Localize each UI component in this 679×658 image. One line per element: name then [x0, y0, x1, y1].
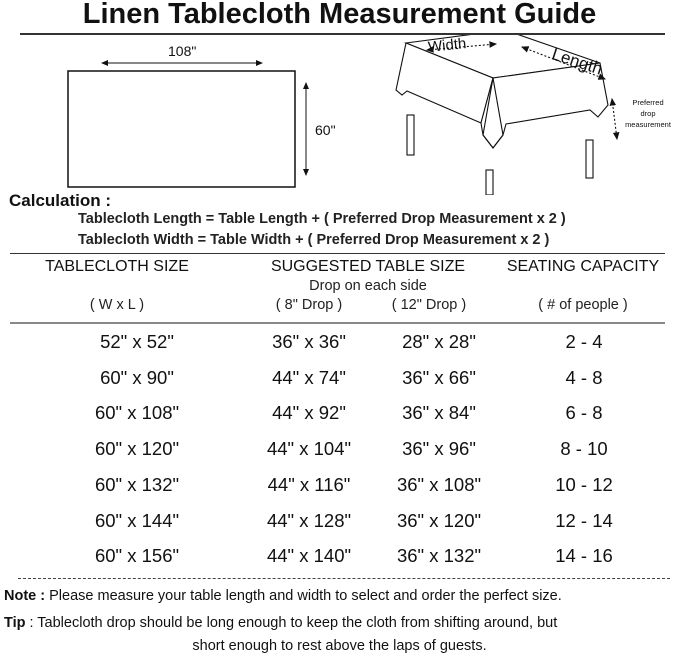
drop-label-line: drop — [640, 109, 656, 118]
subheader-wxl: ( W x L ) — [89, 297, 145, 313]
drop-measurement-label: Preferred drop measurement — [620, 97, 676, 130]
seating-cell: 6 - 8 — [565, 402, 603, 424]
table-size-8-drop-cell: 44" x 104" — [266, 438, 352, 460]
table-size-8-drop-cell: 44" x 74" — [272, 366, 346, 388]
seating-cell: 8 - 10 — [560, 438, 608, 460]
divider — [20, 33, 665, 35]
seating-cell: 14 - 16 — [555, 545, 613, 567]
header-tablecloth-size: TABLECLOTH SIZE — [45, 258, 189, 275]
width-formula: Tablecloth Width = Table Width + ( Prefe… — [78, 232, 550, 248]
table-size-12-drop-cell: 36" x 84" — [402, 402, 476, 424]
table-size-8-drop-cell: 36" x 36" — [272, 331, 346, 352]
measurement-diagram — [67, 35, 620, 195]
seating-cell: 10 - 12 — [555, 473, 613, 495]
tip-label: Tip — [4, 615, 26, 631]
dashed-divider — [18, 578, 670, 579]
page-title: Linen Tablecloth Measurement Guide — [82, 0, 597, 30]
drop-dotted-arrow — [609, 97, 620, 141]
tip-text-continued: short enough to rest above the laps of g… — [192, 638, 487, 654]
table-size-8-drop-cell: 44" x 128" — [266, 509, 352, 531]
tablecloth-size-cell: 60" x 156" — [94, 545, 180, 567]
drop-label-line: Preferred — [632, 98, 664, 107]
tablecloth-size-cell: 60" x 108" — [94, 402, 180, 424]
tablecloth-size-cell: 60" x 120" — [94, 438, 180, 460]
table-size-8-drop-cell: 44" x 116" — [267, 473, 351, 495]
tablecloth-rectangle-diagram — [67, 60, 309, 188]
table-illustration — [395, 35, 620, 195]
divider — [10, 253, 665, 254]
drop-label-line: measurement — [625, 120, 671, 129]
note-text: Note : Please measure your table length … — [4, 588, 562, 604]
table-size-12-drop-cell: 36" x 66" — [402, 366, 476, 388]
tablecloth-size-cell: 52" x 52" — [100, 331, 174, 352]
header-seating: SEATING CAPACITY — [506, 258, 660, 275]
note-body: Please measure your table length and wid… — [45, 588, 562, 604]
table-size-12-drop-cell: 36" x 96" — [402, 438, 476, 460]
table-size-12-drop-cell: 28" x 28" — [402, 331, 476, 352]
tablecloth-size-cell: 60" x 90" — [100, 366, 174, 388]
table-size-12-drop-cell: 36" x 108" — [396, 473, 482, 495]
tablecloth-size-cell: 60" x 144" — [94, 509, 180, 531]
note-label: Note : — [4, 588, 46, 604]
calculation-heading: Calculation : — [9, 191, 112, 210]
table-size-12-drop-cell: 36" x 132" — [396, 545, 482, 567]
header-suggested-size: SUGGESTED TABLE SIZE — [270, 258, 466, 275]
subheader-12-drop: ( 12" Drop ) — [391, 297, 467, 313]
subheader-drop-each-side: Drop on each side — [309, 278, 427, 294]
table-size-8-drop-cell: 44" x 140" — [266, 545, 352, 567]
length-formula: Tablecloth Length = Table Length + ( Pre… — [78, 211, 566, 227]
tip-text: Tip : Tablecloth drop should be long eno… — [4, 615, 557, 631]
width-dotted-arrow — [425, 41, 498, 53]
tablecloth-size-cell: 60" x 132" — [94, 473, 180, 495]
seating-cell: 12 - 14 — [555, 509, 613, 531]
subheader-people: ( # of people ) — [538, 297, 628, 313]
tip-body: : Tablecloth drop should be long enough … — [25, 615, 558, 631]
height-dimension-label: 60" — [315, 122, 336, 138]
seating-cell: 4 - 8 — [565, 366, 603, 388]
table-size-12-drop-cell: 36" x 120" — [396, 509, 482, 531]
seating-cell: 2 - 4 — [565, 331, 603, 352]
divider — [10, 322, 665, 324]
table-size-8-drop-cell: 44" x 92" — [272, 402, 346, 424]
length-dotted-arrow — [520, 46, 607, 80]
subheader-8-drop: ( 8" Drop ) — [275, 297, 343, 313]
width-dimension-label: 108" — [168, 43, 197, 59]
